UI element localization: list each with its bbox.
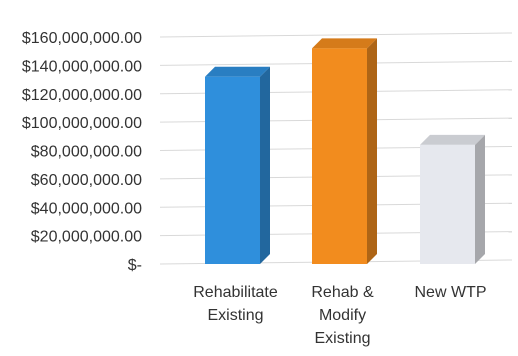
y-tick-label: $40,000,000.00: [31, 200, 142, 217]
y-tick-label: $20,000,000.00: [31, 229, 142, 246]
x-tick-label: Rehab &: [311, 284, 374, 301]
bar: [205, 76, 260, 264]
y-tick-label: $80,000,000.00: [31, 144, 142, 161]
bar-top-face: [420, 134, 485, 145]
bar: [312, 48, 367, 264]
y-tick-label: $100,000,000.00: [22, 115, 142, 132]
gridline: [159, 32, 513, 38]
y-tick-label: $140,000,000.00: [22, 58, 142, 75]
bar-side-face: [475, 134, 485, 264]
y-tick-label: $60,000,000.00: [31, 172, 142, 189]
x-tick-label: Rehabilitate: [193, 284, 278, 301]
bar-side-face: [260, 66, 270, 264]
x-tick-label: Modify: [319, 307, 366, 324]
y-tick-label: $120,000,000.00: [22, 87, 142, 104]
bar-side-face: [367, 38, 377, 264]
y-tick-label: $-: [128, 257, 142, 274]
bar-top-face: [312, 38, 377, 49]
y-tick-label: $160,000,000.00: [22, 30, 142, 47]
x-tick-label: Existing: [314, 330, 370, 347]
x-tick-label: New WTP: [415, 284, 487, 301]
bar: [420, 144, 475, 264]
bar-top-face: [205, 66, 270, 77]
x-tick-label: Existing: [207, 307, 263, 324]
